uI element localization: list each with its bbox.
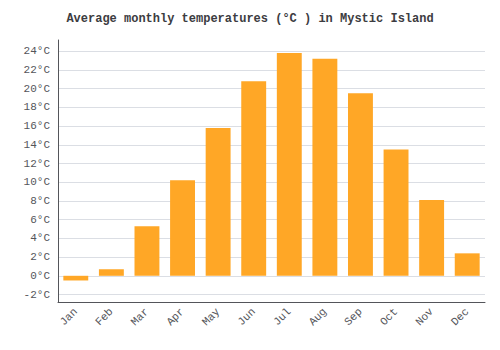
svg-text:10°C: 10°C <box>24 176 51 188</box>
svg-text:Jul: Jul <box>271 306 293 328</box>
svg-text:May: May <box>200 305 223 328</box>
svg-text:2°C: 2°C <box>30 251 50 263</box>
svg-text:Feb: Feb <box>93 306 115 328</box>
svg-text:20°C: 20°C <box>24 83 51 95</box>
svg-text:16°C: 16°C <box>24 120 51 132</box>
svg-text:Aug: Aug <box>307 306 329 328</box>
svg-text:24°C: 24°C <box>24 45 51 57</box>
svg-text:18°C: 18°C <box>24 101 51 113</box>
svg-text:Dec: Dec <box>449 306 471 328</box>
svg-text:22°C: 22°C <box>24 64 51 76</box>
svg-text:Sep: Sep <box>342 306 364 328</box>
svg-text:-2°C: -2°C <box>24 289 51 301</box>
svg-text:Average monthly temperatures (: Average monthly temperatures (°C ) in My… <box>66 12 433 26</box>
svg-text:Apr: Apr <box>164 306 186 328</box>
svg-text:Jan: Jan <box>58 306 80 328</box>
svg-text:8°C: 8°C <box>30 195 50 207</box>
svg-text:Oct: Oct <box>378 306 400 328</box>
svg-text:0°C: 0°C <box>30 270 50 282</box>
svg-text:4°C: 4°C <box>30 232 50 244</box>
svg-text:14°C: 14°C <box>24 139 51 151</box>
svg-text:12°C: 12°C <box>24 158 51 170</box>
svg-text:Nov: Nov <box>413 305 436 328</box>
svg-text:Jun: Jun <box>235 306 257 328</box>
svg-text:6°C: 6°C <box>30 214 50 226</box>
svg-text:Mar: Mar <box>129 306 151 328</box>
